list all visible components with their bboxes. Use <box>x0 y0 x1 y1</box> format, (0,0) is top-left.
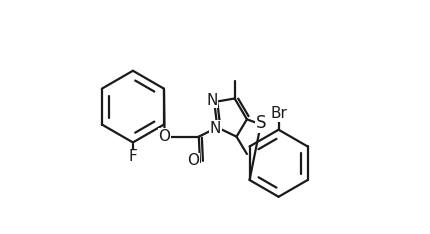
Text: N: N <box>210 121 221 136</box>
Text: O: O <box>159 129 171 144</box>
Text: F: F <box>129 150 137 165</box>
Text: O: O <box>187 154 199 168</box>
Text: Br: Br <box>270 106 287 121</box>
Text: N: N <box>206 93 218 108</box>
Text: F: F <box>129 149 137 164</box>
Text: S: S <box>256 114 267 132</box>
Text: Br: Br <box>270 106 287 121</box>
